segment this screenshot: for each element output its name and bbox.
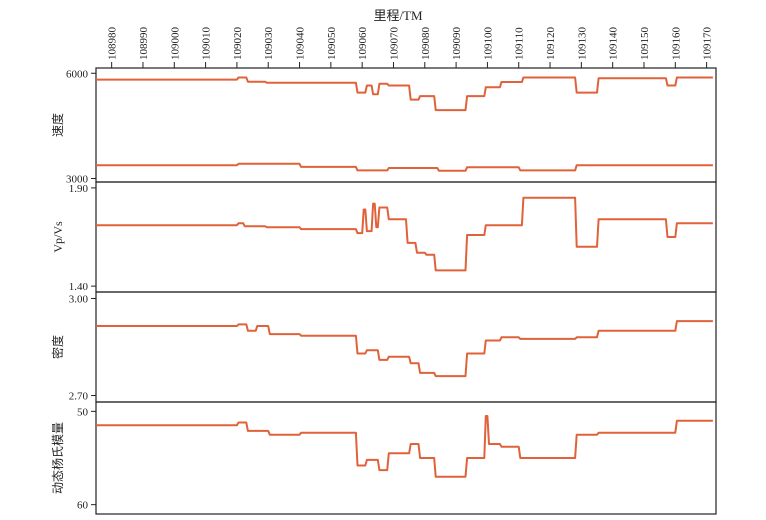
y-tick-label: 2.70 — [69, 391, 89, 403]
x-tick-label: 109090 — [451, 27, 463, 61]
y-tick-label: 1.90 — [69, 183, 89, 195]
x-tick-label: 108980 — [107, 27, 119, 60]
x-tick-label: 108990 — [138, 27, 150, 61]
panel-frame — [95, 401, 717, 515]
panel-frame — [95, 291, 717, 403]
x-tick-label: 109120 — [545, 27, 557, 61]
x-tick-label: 109020 — [232, 27, 244, 61]
panel-2: 1.90 1.40 Vp/Vs — [51, 181, 717, 293]
y-axis-title: 动态杨氏模量 — [50, 422, 65, 494]
panel-4: 50 60 动态杨氏模量 — [50, 401, 717, 515]
y-tick-label: 3.00 — [69, 293, 89, 305]
x-tick-label: 109030 — [263, 27, 275, 61]
series-line-4-1 — [96, 415, 713, 478]
series-line-3-1 — [96, 320, 713, 378]
x-tick-label: 109000 — [169, 27, 181, 61]
x-tick-label: 109070 — [388, 27, 400, 61]
x-tick-label: 109010 — [201, 27, 213, 61]
x-tick-label: 109170 — [702, 27, 714, 61]
y-tick-label: 60 — [77, 500, 89, 512]
y-axis-title: Vp/Vs — [51, 221, 65, 253]
y-axis-title: 密度 — [50, 335, 65, 359]
x-tick-label: 109130 — [576, 27, 588, 61]
x-tick-label: 109100 — [482, 26, 494, 60]
x-tick-label: 109110 — [514, 27, 526, 60]
panels: 6000 3000 速度 1.90 1.40 Vp/Vs 3.00 2.70 密度 50 60 动态杨… — [50, 67, 717, 515]
x-tick-label: 109080 — [420, 27, 432, 61]
panel-1: 6000 3000 速度 — [50, 67, 717, 185]
x-tick-label: 109140 — [608, 27, 620, 61]
x-axis-title: 里程/TM — [373, 8, 423, 23]
y-axis-title: 速度 — [50, 113, 65, 137]
series-line-2-1 — [96, 196, 713, 272]
x-tick-label: 109160 — [670, 27, 682, 61]
series-line-1-2 — [96, 162, 713, 172]
x-axis-ticks: 108980 108990 109000 109010 109020 109030 1090… — [107, 26, 714, 68]
x-tick-label: 109040 — [295, 27, 307, 61]
y-tick-label: 6000 — [66, 68, 89, 80]
y-tick-label: 1.40 — [69, 281, 89, 293]
y-tick-label: 50 — [77, 406, 89, 418]
x-tick-label: 109060 — [357, 27, 369, 61]
x-tick-label: 109050 — [326, 27, 338, 61]
x-tick-label: 109150 — [639, 27, 651, 61]
series-line-1-1 — [96, 76, 713, 112]
panel-3: 3.00 2.70 密度 — [50, 291, 717, 403]
panel-frame — [95, 181, 717, 293]
y-tick-label: 3000 — [66, 173, 89, 185]
